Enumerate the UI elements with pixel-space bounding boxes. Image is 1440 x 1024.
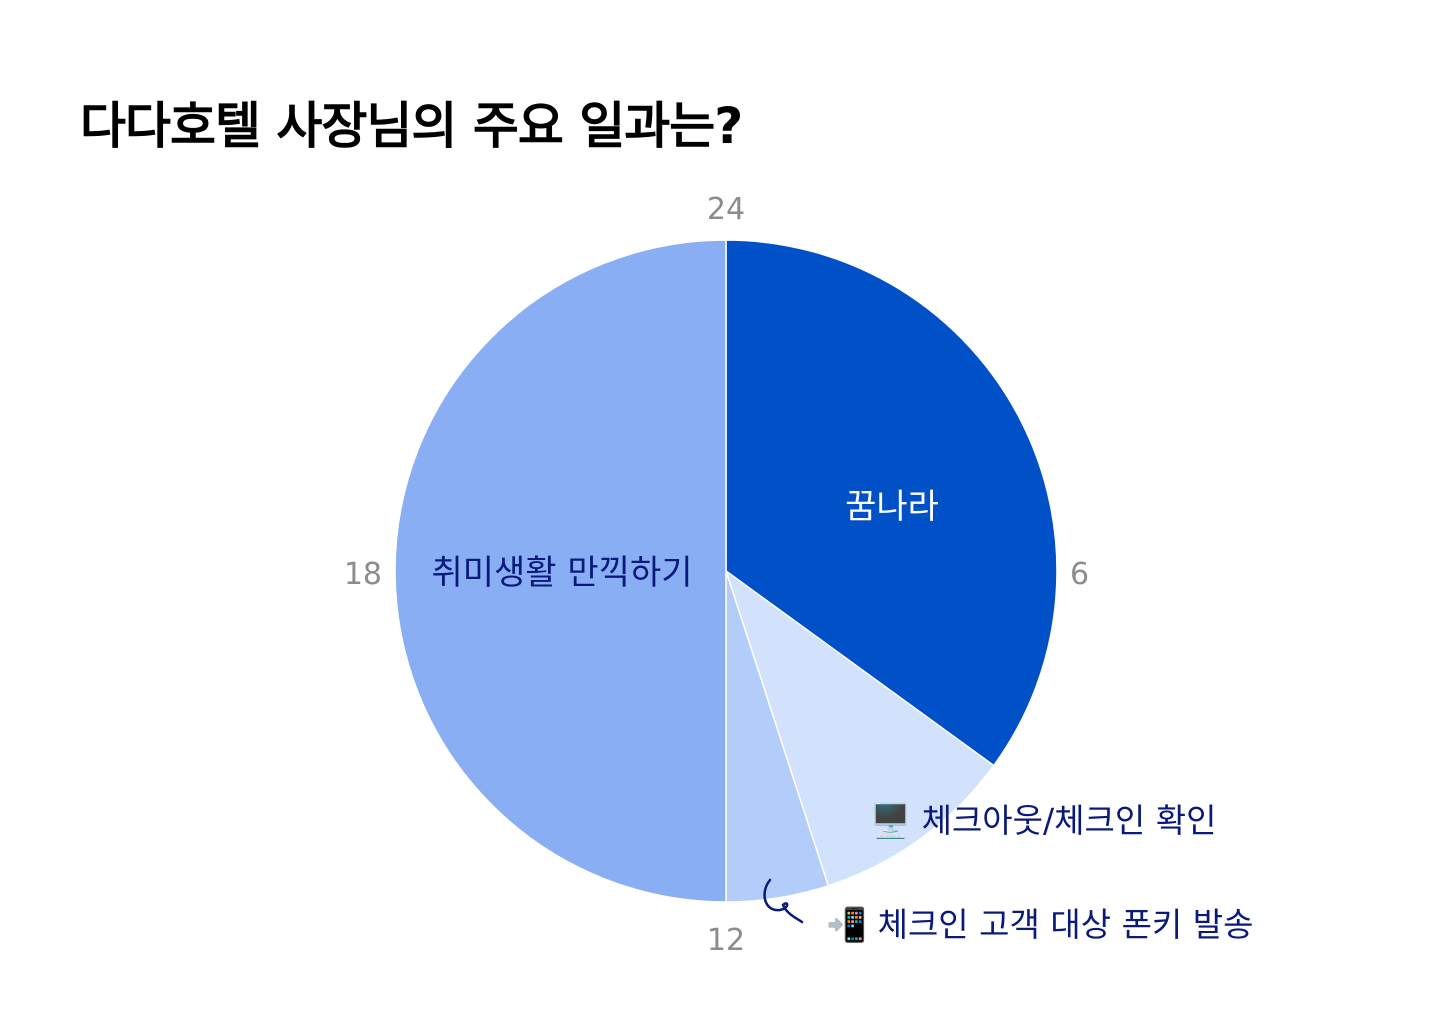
- slice-label-checkout-check: 🖥️ 체크아웃/체크인 확인: [870, 801, 1216, 840]
- chart-title: 다다호텔 사장님의 주요 일과는?: [80, 97, 743, 155]
- slice-hobby: [394, 239, 727, 903]
- slice-label-sleep: 꿈나라: [845, 487, 939, 527]
- clock-label-12: 12: [707, 923, 745, 958]
- clock-label-18: 18: [344, 557, 382, 592]
- slice-label-hobby: 취미생활 만끽하기: [431, 553, 692, 593]
- callout-leader-line: [763, 878, 804, 924]
- slice-sleep: [725, 239, 1058, 767]
- clock-label-24: 24: [707, 192, 745, 227]
- slice-label-phonekey-send: 📲 체크인 고객 대상 폰키 발송: [826, 905, 1254, 944]
- clock-label-6: 6: [1070, 557, 1089, 592]
- slice-checkout-check: [724, 569, 995, 887]
- pie-slices: [394, 239, 1058, 903]
